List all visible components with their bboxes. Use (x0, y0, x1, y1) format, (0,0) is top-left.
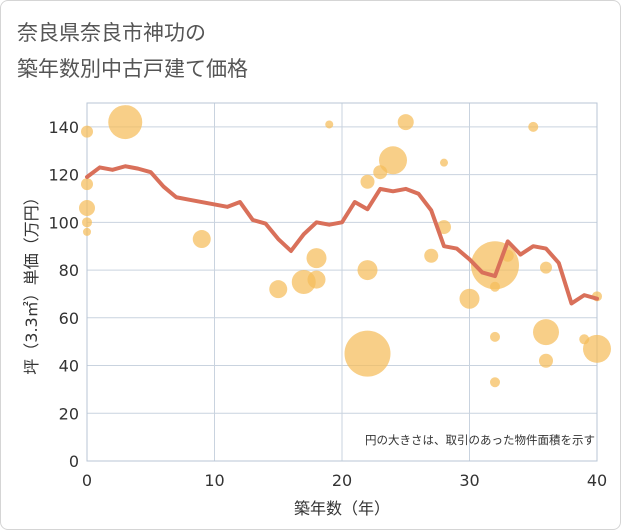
y-tick-label: 40 (59, 357, 79, 376)
plot-area (86, 102, 598, 462)
bubble-point (108, 105, 143, 140)
bubble-point (528, 121, 539, 132)
bubble-point (357, 260, 378, 281)
bubble-point (539, 353, 553, 368)
bubble-point (540, 261, 552, 274)
y-axis-ticks: 0 20 40 60 80 100 120 140 (48, 118, 79, 471)
bubble-point (490, 281, 500, 292)
y-tick-label: 60 (59, 309, 79, 328)
chart-title: 奈良県奈良市神功の 築年数別中古戸建て価格 (17, 15, 248, 87)
bubble-point (440, 158, 448, 167)
bubble-point (344, 330, 391, 377)
chart-title-line-1: 奈良県奈良市神功の (17, 21, 206, 45)
x-tick-label: 10 (204, 471, 224, 490)
bubble-point (307, 270, 326, 289)
y-tick-label: 140 (48, 118, 79, 137)
x-tick-label: 40 (587, 471, 607, 490)
x-axis-ticks: 0 10 20 30 40 (82, 471, 607, 490)
size-legend-note: 円の大きさは、取引のあった物件面積を示す (365, 433, 595, 447)
y-axis-title: 坪（3.3㎡）単価（万円） (22, 189, 41, 374)
bubble-point (397, 114, 414, 131)
y-tick-label: 20 (59, 404, 79, 423)
bubble-point (82, 217, 92, 228)
x-tick-label: 30 (459, 471, 479, 490)
bubble-point (533, 319, 559, 346)
bubble-series (79, 105, 611, 388)
grid-lines (86, 103, 598, 462)
bubble-point (360, 174, 375, 189)
bubble-point (490, 331, 500, 342)
bubble-point (379, 146, 407, 175)
bubble-point (83, 227, 91, 236)
bubble-point (325, 120, 334, 129)
x-tick-label: 20 (332, 471, 352, 490)
y-tick-label: 100 (48, 213, 79, 232)
bubble-point (81, 125, 93, 138)
bubble-point (192, 230, 211, 249)
chart-title-line-2: 築年数別中古戸建て価格 (17, 57, 248, 81)
bubble-point (459, 288, 480, 309)
bubble-point (79, 200, 95, 217)
y-tick-label: 120 (48, 166, 79, 185)
y-tick-label: 80 (59, 261, 79, 280)
x-axis-title: 築年数（年） (294, 499, 390, 518)
bubble-point (583, 334, 611, 363)
bubble-point (306, 248, 327, 269)
average-price-line (85, 164, 599, 306)
bubble-point (490, 377, 500, 388)
x-tick-label: 0 (82, 471, 92, 490)
bubble-point (81, 178, 93, 191)
bubble-point (424, 248, 439, 263)
bubble-point (269, 280, 288, 299)
y-tick-label: 0 (69, 452, 79, 471)
